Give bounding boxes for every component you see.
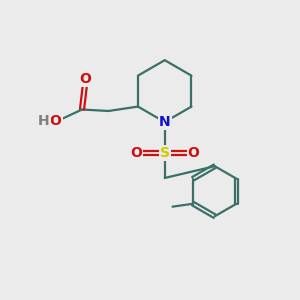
Text: S: S (160, 146, 170, 160)
Text: H: H (38, 114, 50, 128)
Text: O: O (130, 146, 142, 160)
Text: O: O (188, 146, 200, 160)
Text: N: N (159, 115, 170, 129)
Text: O: O (50, 114, 61, 128)
Text: O: O (79, 72, 91, 86)
